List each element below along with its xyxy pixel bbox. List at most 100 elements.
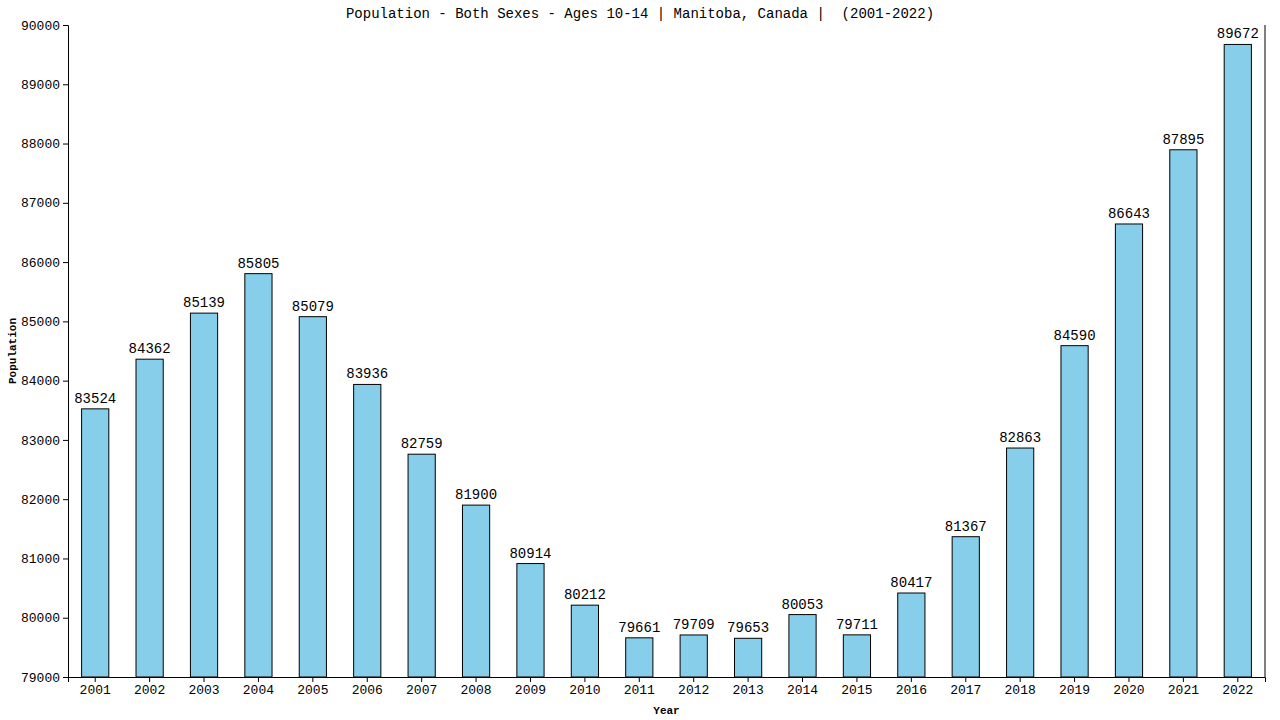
data-label: 84590 [1054, 328, 1096, 344]
bar [1007, 448, 1034, 677]
x-tick: 2009 [515, 677, 546, 698]
y-tick-mark [63, 203, 68, 204]
x-tick-mark [367, 677, 368, 682]
x-tick: 2020 [1113, 677, 1144, 698]
x-tick-label: 2022 [1222, 683, 1253, 698]
y-tick-label: 86000 [21, 256, 60, 271]
y-tick: 88000 [21, 137, 68, 152]
data-label: 85805 [237, 256, 279, 272]
y-tick-mark [63, 321, 68, 322]
y-tick-mark [63, 677, 68, 678]
x-tick-mark [95, 677, 96, 682]
bar [190, 313, 217, 677]
data-label: 85139 [183, 295, 225, 311]
bar [952, 537, 979, 677]
y-tick-mark [63, 618, 68, 619]
x-tick-label: 2017 [950, 683, 981, 698]
x-tick-label: 2020 [1113, 683, 1144, 698]
bar [571, 605, 598, 677]
y-axis-line [63, 26, 69, 678]
x-axis-line [69, 678, 1266, 683]
x-tick: 2017 [950, 677, 981, 698]
y-tick: 79000 [21, 671, 68, 686]
data-label: 81367 [945, 519, 987, 535]
y-tick: 87000 [21, 196, 68, 211]
y-tick: 90000 [21, 19, 68, 34]
data-label: 79653 [727, 620, 769, 636]
y-tick: 86000 [21, 256, 68, 271]
data-labels: 8352484362851398580585079839368275981900… [74, 26, 1259, 636]
data-label: 82759 [401, 436, 443, 452]
x-tick-mark [802, 677, 803, 682]
bar [843, 635, 870, 677]
x-tick-mark [421, 677, 422, 682]
data-label: 87895 [1162, 132, 1204, 148]
data-label: 80212 [564, 587, 606, 603]
bar [299, 317, 326, 677]
x-tick-label: 2009 [515, 683, 546, 698]
x-tick-label: 2014 [787, 683, 818, 698]
y-tick-label: 81000 [21, 552, 60, 567]
y-tick-label: 80000 [21, 611, 60, 626]
bar [517, 564, 544, 677]
y-axis: 7900080000810008200083000840008500086000… [21, 19, 69, 686]
data-label: 86643 [1108, 206, 1150, 222]
x-tick: 2001 [80, 677, 111, 698]
y-tick-label: 84000 [21, 374, 60, 389]
x-tick: 2015 [841, 677, 872, 698]
bar [789, 615, 816, 677]
x-tick-mark [312, 677, 313, 682]
x-tick-label: 2018 [1005, 683, 1036, 698]
bar [462, 505, 489, 677]
x-tick-label: 2005 [297, 683, 328, 698]
y-axis-title: Population [7, 318, 19, 384]
x-tick-label: 2015 [841, 683, 872, 698]
y-tick: 84000 [21, 374, 68, 389]
bar [1170, 150, 1197, 677]
bar [82, 409, 109, 677]
bars [82, 44, 1252, 677]
data-label: 79661 [618, 620, 660, 636]
data-label: 79711 [836, 617, 878, 633]
bar [1224, 44, 1251, 677]
y-tick-label: 82000 [21, 493, 60, 508]
x-tick-mark [584, 677, 585, 682]
x-tick-mark [258, 677, 259, 682]
x-tick: 2021 [1168, 677, 1199, 698]
x-tick-label: 2010 [569, 683, 600, 698]
x-tick: 2003 [188, 677, 219, 698]
x-tick: 2013 [733, 677, 764, 698]
x-tick-label: 2012 [678, 683, 709, 698]
bar [898, 593, 925, 677]
x-axis: 2001 2002 2003 2004 2005 2006 2007 2008 2009 2010… [69, 677, 1266, 698]
x-tick-mark [965, 677, 966, 682]
bar [354, 384, 381, 677]
x-tick-mark [1074, 677, 1075, 682]
x-tick: 2006 [352, 677, 383, 698]
bar [680, 635, 707, 677]
x-tick: 2004 [243, 677, 274, 698]
x-tick-mark [530, 677, 531, 682]
x-tick-mark [1020, 677, 1021, 682]
x-tick: 2007 [406, 677, 437, 698]
x-tick: 2014 [787, 677, 818, 698]
y-tick-label: 88000 [21, 137, 60, 152]
x-tick: 2008 [460, 677, 491, 698]
y-tick: 82000 [21, 493, 68, 508]
y-tick: 80000 [21, 611, 68, 626]
bar [626, 638, 653, 677]
bar [245, 274, 272, 677]
data-label: 80914 [509, 546, 551, 562]
y-tick: 81000 [21, 552, 68, 567]
bar [1061, 346, 1088, 677]
x-tick-mark [149, 677, 150, 682]
x-tick-mark [476, 677, 477, 682]
bar [735, 638, 762, 677]
y-tick: 89000 [21, 78, 68, 93]
x-tick-label: 2021 [1168, 683, 1199, 698]
x-tick-label: 2002 [134, 683, 165, 698]
x-tick-label: 2008 [460, 683, 491, 698]
x-tick: 2011 [624, 677, 655, 698]
data-label: 85079 [292, 299, 334, 315]
bar [408, 454, 435, 677]
